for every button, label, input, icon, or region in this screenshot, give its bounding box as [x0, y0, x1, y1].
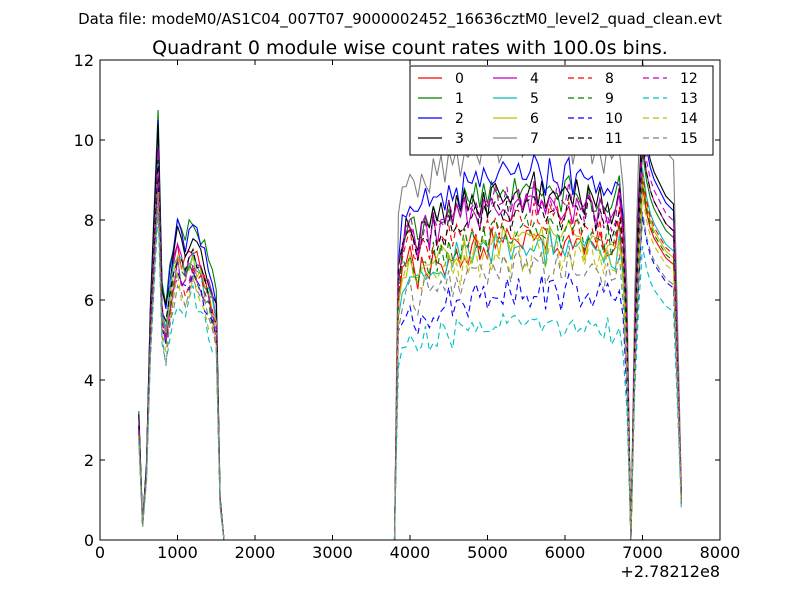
- x-tick-label: 4000: [390, 543, 431, 562]
- x-tick-label: 7000: [622, 543, 663, 562]
- legend-label-3: 3: [455, 131, 464, 147]
- y-tick-label: 0: [84, 531, 94, 550]
- x-tick-label: 6000: [545, 543, 586, 562]
- legend-label-2: 2: [455, 111, 464, 127]
- legend-label-11: 11: [605, 131, 623, 147]
- y-tick-label: 4: [84, 371, 94, 390]
- x-offset-label: +2.78212e8: [620, 562, 720, 581]
- series-line-9: [138, 175, 682, 541]
- legend-label-7: 7: [530, 131, 539, 147]
- figure-suptitle: Data file: modeM0/AS1C04_007T07_90000024…: [78, 10, 722, 29]
- legend-label-8: 8: [605, 71, 614, 87]
- y-tick-label: 12: [74, 51, 94, 70]
- legend-label-1: 1: [455, 91, 464, 107]
- series-line-7: [138, 59, 682, 541]
- series-line-8: [138, 172, 682, 541]
- legend-label-4: 4: [530, 71, 539, 87]
- x-tick-label: 8000: [700, 543, 741, 562]
- y-tick-label: 8: [84, 211, 94, 230]
- legend-label-5: 5: [530, 91, 539, 107]
- legend-label-15: 15: [680, 131, 698, 147]
- series-line-6: [138, 167, 682, 541]
- y-tick-label: 2: [84, 451, 94, 470]
- legend-label-0: 0: [455, 71, 464, 87]
- series-line-11: [138, 142, 682, 541]
- legend-label-6: 6: [530, 111, 539, 127]
- y-tick-label: 6: [84, 291, 94, 310]
- legend-label-9: 9: [605, 91, 614, 107]
- series-line-1: [138, 109, 682, 541]
- series-line-12: [138, 129, 682, 541]
- x-tick-label: 0: [95, 543, 105, 562]
- chart-title: Quadrant 0 module wise count rates with …: [152, 37, 668, 59]
- legend-label-12: 12: [680, 71, 698, 87]
- x-tick-label: 1000: [157, 543, 198, 562]
- plot-lines: [138, 59, 682, 541]
- x-tick-label: 3000: [312, 543, 353, 562]
- series-line-14: [138, 191, 682, 541]
- legend-label-10: 10: [605, 111, 623, 127]
- series-line-13: [138, 211, 682, 541]
- legend-label-14: 14: [680, 111, 698, 127]
- y-tick-label: 10: [74, 131, 94, 150]
- x-tick-label: 2000: [235, 543, 276, 562]
- x-axis: 0 1000 2000 3000 4000 5000 6000 7000 8000: [95, 60, 740, 562]
- x-tick-label: 5000: [467, 543, 508, 562]
- legend-label-13: 13: [680, 91, 698, 107]
- series-line-2: [138, 116, 682, 541]
- legend-box: [409, 65, 714, 156]
